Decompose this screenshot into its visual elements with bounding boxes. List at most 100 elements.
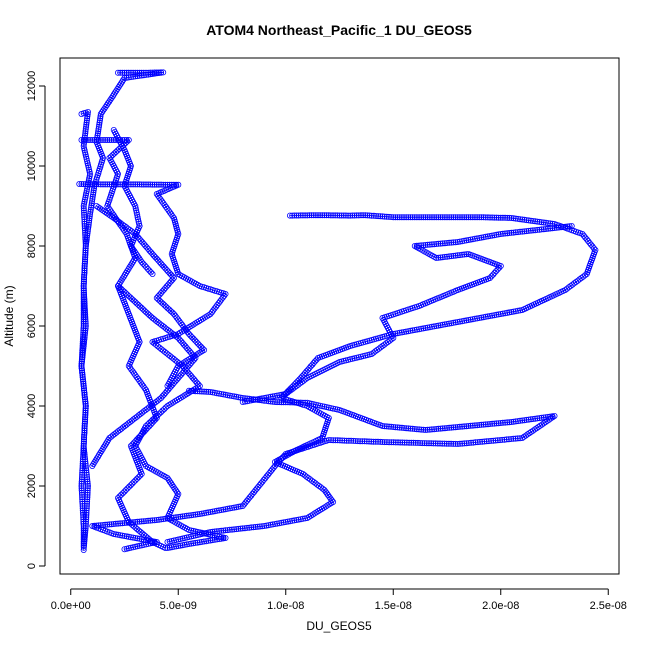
data-point — [87, 170, 94, 177]
data-point — [468, 439, 475, 446]
data-point — [506, 419, 513, 426]
data-point — [436, 440, 443, 447]
data-point — [589, 243, 596, 250]
data-point — [295, 212, 302, 219]
data-point — [80, 327, 87, 334]
data-point — [310, 212, 317, 219]
data-point — [81, 265, 88, 272]
data-point — [424, 214, 431, 221]
data-point — [259, 395, 266, 402]
data-point — [78, 489, 85, 496]
data-point — [435, 254, 442, 261]
data-point — [115, 69, 122, 76]
data-point — [82, 238, 89, 245]
data-point — [211, 389, 218, 396]
data-point — [478, 234, 485, 241]
data-point — [452, 239, 459, 246]
data-point — [504, 309, 511, 316]
data-point — [525, 416, 532, 423]
data-point — [81, 269, 88, 276]
data-point — [132, 535, 139, 542]
data-point — [145, 540, 152, 547]
data-point — [183, 327, 190, 334]
data-point — [280, 391, 287, 398]
data-point — [169, 213, 176, 220]
data-point — [235, 503, 242, 510]
data-point — [220, 535, 227, 542]
data-point — [269, 393, 276, 400]
data-point — [237, 503, 244, 510]
data-point — [433, 322, 440, 329]
data-point — [443, 253, 450, 260]
data-point — [416, 242, 423, 249]
data-point — [173, 514, 180, 521]
data-point — [504, 230, 511, 237]
y-tick-label: 10000 — [26, 151, 38, 182]
data-point — [403, 214, 410, 221]
data-point — [411, 214, 418, 221]
data-point — [82, 126, 89, 133]
data-point — [480, 214, 487, 221]
data-point — [407, 327, 414, 334]
data-point — [137, 472, 144, 479]
data-point — [502, 230, 509, 237]
data-point — [338, 212, 345, 219]
data-point — [78, 356, 85, 363]
data-point — [432, 440, 439, 447]
data-point — [95, 136, 102, 143]
data-point — [411, 242, 418, 249]
data-point — [515, 418, 522, 425]
data-point — [422, 241, 429, 248]
data-point — [192, 511, 199, 518]
data-point — [329, 405, 336, 412]
data-point — [108, 136, 115, 143]
data-point — [82, 416, 89, 423]
data-point — [502, 419, 509, 426]
data-point — [122, 486, 129, 493]
data-point — [276, 457, 283, 464]
data-point — [112, 148, 119, 155]
data-point — [540, 219, 547, 226]
data-point — [157, 409, 164, 416]
data-point — [80, 318, 87, 325]
data-point — [78, 478, 85, 485]
data-point — [78, 136, 85, 143]
data-point — [82, 236, 89, 243]
data-point — [482, 313, 489, 320]
data-point — [149, 540, 156, 547]
data-point — [465, 214, 472, 221]
series-10 — [110, 127, 156, 277]
data-point — [302, 212, 309, 219]
data-point — [284, 399, 291, 406]
data-point — [188, 527, 195, 534]
data-point — [491, 420, 498, 427]
data-point — [85, 225, 92, 232]
data-point — [166, 538, 173, 545]
data-point — [428, 214, 435, 221]
data-point — [523, 228, 530, 235]
data-point — [506, 229, 513, 236]
data-point — [203, 388, 210, 395]
data-point — [514, 435, 521, 442]
data-point — [82, 192, 89, 199]
data-point — [425, 440, 432, 447]
data-point — [486, 312, 493, 319]
data-point — [82, 258, 89, 265]
data-point — [198, 510, 205, 517]
data-point — [82, 456, 89, 463]
data-point — [469, 214, 476, 221]
data-point — [370, 438, 377, 445]
data-point — [96, 121, 103, 128]
data-point — [149, 416, 156, 423]
data-point — [159, 407, 166, 414]
data-point — [86, 219, 93, 226]
data-point — [164, 539, 171, 546]
data-point — [385, 423, 392, 430]
data-point — [278, 519, 285, 526]
data-point — [396, 214, 403, 221]
data-point — [291, 517, 298, 524]
data-point — [84, 115, 91, 122]
data-point — [580, 232, 587, 239]
data-point — [439, 254, 446, 261]
data-point — [465, 439, 472, 446]
